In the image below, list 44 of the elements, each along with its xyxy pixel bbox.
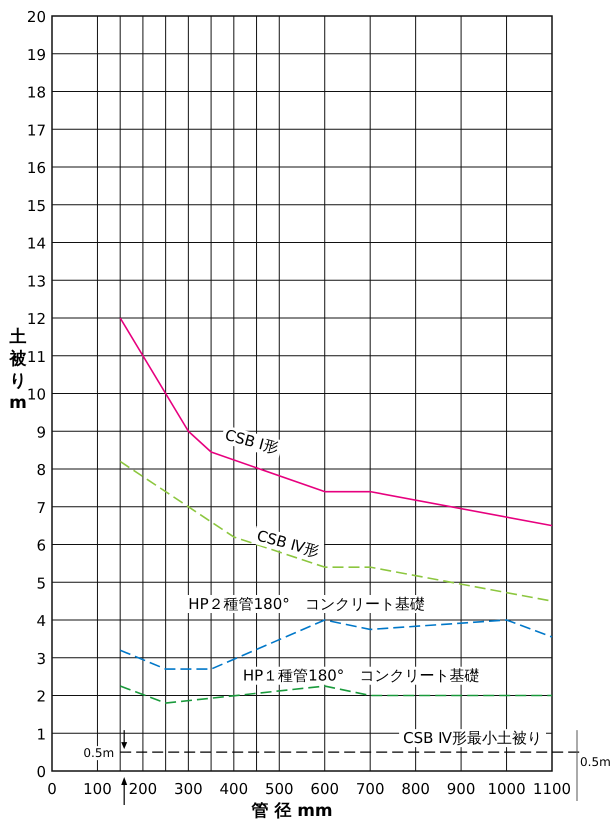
y-tick-label: 13 [26, 272, 46, 290]
y-tick-label: 20 [26, 8, 46, 26]
text: 0.5m [580, 755, 611, 770]
text: CSB Ⅰ形 [223, 426, 280, 458]
line-series [119, 317, 553, 526]
y-tick-label: 6 [36, 536, 46, 554]
y-tick-label: 10 [26, 386, 46, 404]
x-tick-label: 100 [83, 780, 112, 798]
y-tick-label: 12 [26, 310, 46, 328]
y-tick-label: 15 [26, 196, 46, 215]
x-axis-title: 管 径 mm [250, 801, 333, 819]
x-tick-label: 900 [446, 780, 476, 798]
text: CSB Ⅳ形 [254, 526, 322, 561]
y-tick-label: 19 [26, 46, 46, 64]
x-tick-label: 400 [220, 780, 248, 798]
y-tick-label: 4 [36, 612, 46, 630]
x-tick-label: 700 [356, 780, 384, 798]
y-tick-label: 1 [36, 725, 46, 744]
y-tick-label: 9 [36, 423, 46, 442]
series-label: HP２種管180° コンクリート基礎 [188, 595, 425, 614]
x-tick-label: 300 [174, 780, 203, 798]
annotation: 0.5m [83, 746, 114, 760]
x-tick-label: 600 [310, 780, 340, 798]
y-tick-label: 17 [26, 121, 46, 140]
x-tick-label: 500 [264, 780, 294, 798]
y-tick-label: 5 [36, 574, 46, 592]
line-series [119, 619, 553, 670]
x-tick-label: 1000 [487, 780, 526, 798]
x-tick-label: 200 [128, 780, 158, 798]
y-tick-label: 11 [26, 348, 46, 366]
series-label: HP１種管180° コンクリート基礎 [242, 666, 480, 685]
y-tick-label: 8 [36, 461, 46, 479]
x-tick-label: 800 [401, 780, 430, 798]
y-tick-label: 0 [36, 763, 46, 781]
y-tick-label: 7 [36, 498, 46, 517]
ref-line-label: CSB Ⅳ形最小土被り [403, 729, 542, 748]
y-tick-label: 18 [26, 84, 46, 102]
y-tick-label: 14 [26, 234, 46, 252]
x-tick-label: 1100 [532, 780, 572, 798]
y-tick-label: 16 [26, 159, 46, 177]
y-tick-label: 2 [36, 688, 46, 706]
x-tick-label: 0 [47, 780, 57, 798]
y-axis-title: 土被りm [8, 327, 28, 413]
y-tick-label: 3 [36, 650, 46, 668]
